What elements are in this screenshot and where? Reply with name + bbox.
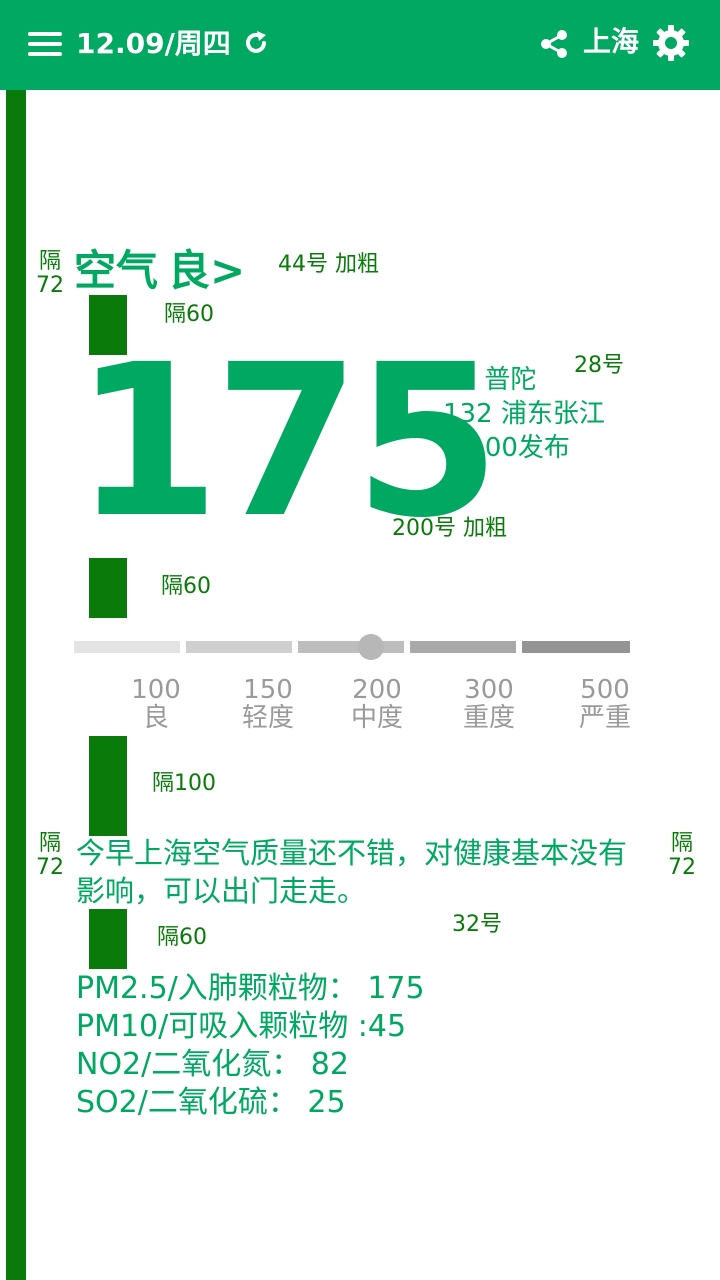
chevron-right-icon: > — [210, 246, 246, 295]
scale-marker — [358, 634, 384, 660]
advice-text: 今早上海空气质量还不错，对健康基本没有影响，可以出门走走。 — [76, 836, 628, 908]
gap-annotation-char: 隔 — [38, 831, 61, 856]
spacer-block — [89, 558, 127, 618]
scale-segment-severe — [522, 641, 630, 653]
menu-icon[interactable] — [28, 32, 62, 56]
station-putuo: 43 普陀 — [443, 365, 537, 395]
spacer-block — [89, 909, 127, 969]
tick-value: 200 — [352, 675, 402, 705]
scale-tick: 500 严重 — [555, 676, 655, 732]
gap-annotation-num: 72 — [668, 855, 696, 880]
scale-tick: 100 良 — [106, 676, 206, 732]
gap-annotation-left: 隔 72 — [35, 250, 65, 298]
gap-annotation-60: 隔60 — [157, 925, 207, 950]
gap-annotation-right: 隔 72 — [667, 832, 697, 880]
left-guide-strip — [6, 90, 26, 1280]
scale-tick: 200 中度 — [327, 676, 427, 732]
station-pudong-zhangjiang: 132 浦东张江 — [443, 399, 605, 429]
gap-annotation-num: 72 — [36, 273, 64, 298]
tick-label: 重度 — [462, 703, 515, 733]
gear-icon[interactable] — [652, 24, 690, 62]
gap-annotation-num: 72 — [36, 855, 64, 880]
pollutant-pm25: PM2.5/入肺颗粒物： 175 — [76, 971, 425, 1006]
gap-annotation-60: 隔60 — [164, 302, 214, 327]
gap-annotation-60: 隔60 — [161, 574, 211, 599]
aqi-level: 良 — [168, 246, 211, 295]
gap-annotation-left: 隔 72 — [35, 832, 65, 880]
pollutant-so2: SO2/二氧化硫： 25 — [76, 1085, 346, 1120]
pollutant-pm10: PM10/可吸入颗粒物 :45 — [76, 1009, 407, 1044]
station-size-annotation: 28号 — [574, 353, 624, 378]
title-size-annotation: 44号 加粗 — [278, 252, 379, 277]
tick-value: 500 — [580, 675, 630, 705]
aqi-value: 175 — [74, 319, 500, 564]
aqi-label: 空气 — [74, 246, 159, 295]
share-icon[interactable] — [538, 28, 570, 60]
top-app-bar: 12.09/周四 上海 — [0, 0, 720, 90]
scale-tick: 150 轻度 — [218, 676, 318, 732]
tick-label: 良 — [142, 703, 169, 733]
publish-time: 17:00发布 — [443, 433, 570, 463]
city-selector[interactable]: 上海 — [583, 25, 640, 58]
tick-label: 轻度 — [241, 703, 294, 733]
date-label[interactable]: 12.09/周四 — [76, 27, 231, 60]
refresh-icon[interactable] — [242, 29, 270, 57]
spacer-block — [89, 736, 127, 836]
gap-annotation-char: 隔 — [670, 831, 693, 856]
scale-segment-moderate — [298, 641, 404, 653]
gap-annotation-100: 隔100 — [152, 771, 216, 796]
tick-value: 300 — [464, 675, 514, 705]
tick-label: 严重 — [578, 703, 631, 733]
spacer-block — [89, 295, 127, 355]
aqi-scale-bar — [74, 634, 630, 660]
scale-segment-heavy — [410, 641, 516, 653]
gap-annotation-char: 隔 — [38, 249, 61, 274]
tick-value: 100 — [131, 675, 181, 705]
pollutant-no2: NO2/二氧化氮： 82 — [76, 1047, 349, 1082]
body-size-annotation: 32号 — [452, 912, 502, 937]
scale-segment-good — [74, 641, 180, 653]
scale-segment-light — [186, 641, 292, 653]
tick-value: 150 — [243, 675, 293, 705]
aqi-level-link[interactable]: 空气 良> — [74, 244, 245, 298]
value-size-annotation: 200号 加粗 — [392, 516, 507, 541]
tick-label: 中度 — [350, 703, 403, 733]
scale-tick: 300 重度 — [439, 676, 539, 732]
